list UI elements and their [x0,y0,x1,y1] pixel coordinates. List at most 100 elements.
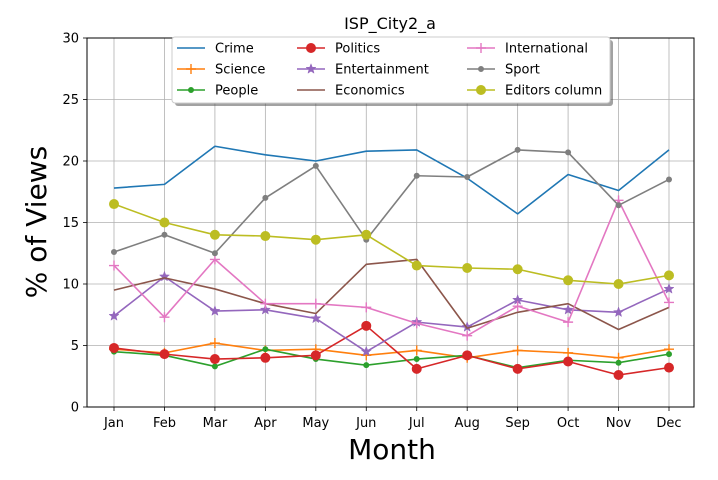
y-tick-label: 25 [62,93,79,108]
legend-label: Economics [335,84,405,99]
data-point-entertainment [209,305,221,316]
data-point-editors-column [109,199,119,210]
legend-label: Politics [335,42,380,57]
legend-item-editors-column: Editors column [467,84,602,99]
data-point-editors-column [209,229,220,240]
data-point-science [563,347,574,358]
data-point-international [361,302,372,313]
legend-label: Editors column [505,84,602,99]
data-point-entertainment [612,306,625,318]
data-point-international [664,297,674,308]
series-international [109,195,674,341]
data-point-people [262,346,269,353]
data-point-science [512,345,523,356]
x-tick-label: Feb [153,416,176,431]
data-point-sport [211,250,218,257]
data-point-politics [613,370,624,381]
legend-item-international: International [467,42,588,57]
series-sport [111,146,672,257]
series-editors-column [109,199,674,289]
data-point-sport [161,231,168,238]
data-point-politics [664,362,674,373]
legend-item-politics: Politics [297,42,380,57]
data-point-people [211,363,218,370]
data-point-sport [262,194,269,201]
data-point-entertainment [461,321,473,332]
y-tick-label: 30 [62,32,79,47]
series-economics [113,258,670,331]
data-point-entertainment [562,303,574,315]
legend-marker [188,87,194,93]
y-axis-title: % of Views [20,146,53,298]
data-point-sport [565,149,572,156]
series-line-editors-column [113,203,670,285]
x-tick-label: Nov [606,416,632,431]
legend-box [171,36,611,104]
data-point-politics [462,350,473,361]
data-point-entertainment [360,345,372,357]
data-point-international [411,318,422,329]
data-point-editors-column [613,279,624,289]
y-tick-label: 10 [62,278,79,293]
x-tick-label: Jan [103,416,124,431]
axis-ticks: Jan Feb Mar Apr May Jun Jul Aug Sep Oct Nov Dec 0 5 10… [62,32,681,432]
legend-label: International [505,42,588,57]
legend-label: Science [215,63,265,78]
data-point-editors-column [310,234,321,245]
legend-item-entertainment: Entertainment [297,63,429,78]
x-tick-label: Jul [408,416,425,431]
data-point-international [109,260,119,271]
data-point-international [159,312,170,323]
x-axis-title: Month [348,433,436,466]
data-point-international [512,301,523,312]
legend-label: Crime [215,42,254,57]
data-point-politics [260,352,271,363]
legend-label: Sport [505,63,540,78]
x-tick-label: Oct [557,416,579,431]
data-point-politics [361,320,372,331]
legend-item-people: People [177,84,258,99]
legend-item-science: Science [177,63,265,78]
data-point-sport [464,173,471,180]
series-line-science [113,342,670,359]
series-line-entertainment [113,275,670,353]
data-point-international [462,330,473,341]
data-point-sport [111,249,117,256]
data-point-editors-column [361,229,372,240]
series-lines [108,145,675,381]
data-point-editors-column [411,260,422,271]
data-point-politics [159,349,170,360]
data-point-editors-column [462,263,473,274]
data-point-entertainment [310,312,322,324]
y-tick-label: 0 [71,401,79,416]
data-point-science [209,338,220,349]
data-point-sport [514,146,521,153]
x-tick-label: Dec [656,416,681,431]
legend-item-sport: Sport [467,63,540,78]
legend-marker [186,64,196,74]
legend-marker [306,43,316,53]
legend-marker [305,63,317,74]
data-point-people [615,359,622,366]
x-tick-label: Jun [355,416,376,431]
data-point-editors-column [563,275,574,286]
data-point-entertainment [259,303,271,315]
data-point-sport [666,176,672,183]
x-tick-label: Sep [505,416,530,431]
data-point-politics [310,350,321,361]
data-point-science [411,345,422,356]
series-entertainment [108,270,675,357]
x-tick-label: Mar [203,416,228,431]
series-line-sport [113,149,670,255]
data-point-politics [411,363,422,374]
data-point-politics [209,354,220,365]
x-tick-label: Aug [454,416,479,431]
chart-title: ISP_City2_a [344,14,436,34]
data-point-entertainment [108,310,120,321]
series-line-economics [113,258,670,331]
y-tick-label: 15 [62,216,79,231]
legend: Crime Science People Politics Entertainment E… [171,36,613,106]
legend-label: People [215,84,258,99]
data-point-international [310,298,321,309]
